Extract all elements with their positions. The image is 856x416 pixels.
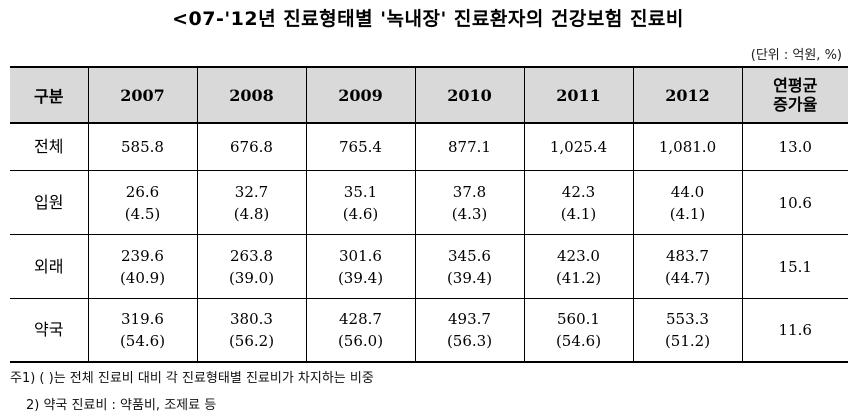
value: 263.8 xyxy=(230,246,273,265)
share: (41.2) xyxy=(555,268,602,287)
share: (40.9) xyxy=(119,268,166,287)
value: 423.0 xyxy=(557,246,600,265)
share: (44.7) xyxy=(664,268,711,287)
cell-value: 301.6 (39.4) xyxy=(305,234,415,299)
row-label: 전체 xyxy=(10,123,88,171)
share: (51.2) xyxy=(664,332,711,350)
cell-value: 380.3 (56.2) xyxy=(196,298,306,363)
value: 44.0 xyxy=(670,182,705,201)
value: 428.7 xyxy=(339,310,382,328)
table-row: 전체 585.8 676.8 765.4 877.1 1,025.4 1,081… xyxy=(10,123,848,171)
cell-value: 37.8 (4.3) xyxy=(414,170,524,235)
share: (54.6) xyxy=(119,332,166,350)
cell-value: 585.8 xyxy=(87,123,197,171)
header-year-2012: 2012 xyxy=(632,66,742,124)
share: (4.3) xyxy=(451,204,488,223)
cell-rate: 15.1 xyxy=(741,234,848,299)
cell-value: 239.6 (40.9) xyxy=(87,234,197,299)
value: 239.6 xyxy=(121,246,164,265)
cell-value: 319.6 (54.6) xyxy=(87,298,197,363)
cell-value: 1,081.0 xyxy=(632,123,742,171)
row-label: 약국 xyxy=(10,298,88,363)
value: 32.7 xyxy=(234,182,269,201)
share: (4.5) xyxy=(124,204,161,223)
value: 493.7 xyxy=(448,310,491,328)
cell-value: 32.7 (4.8) xyxy=(196,170,306,235)
value: 35.1 xyxy=(343,182,378,201)
value: 553.3 xyxy=(666,310,709,328)
header-category: 구분 xyxy=(10,66,88,124)
cell-value: 493.7 (56.3) xyxy=(414,298,524,363)
footnote-1: 주1) ( )는 전체 진료비 대비 각 진료형태별 진료비가 차지하는 비중 xyxy=(10,371,374,386)
cell-value: 483.7 (44.7) xyxy=(632,234,742,299)
cell-value: 44.0 (4.1) xyxy=(632,170,742,235)
row-label: 외래 xyxy=(10,234,88,299)
table-title: <07-'12년 진료형태별 '녹내장' 진료환자의 건강보험 진료비 xyxy=(172,8,684,30)
table-row: 외래 239.6 (40.9) 263.8 (39.0) 301.6 (39.4) 3… xyxy=(10,234,848,299)
cell-rate: 11.6 xyxy=(741,298,848,363)
cell-value: 676.8 xyxy=(196,123,306,171)
rate-header-line2: 증가율 xyxy=(773,95,818,114)
share: (39.0) xyxy=(228,268,275,287)
cell-value: 263.8 (39.0) xyxy=(196,234,306,299)
header-year-2008: 2008 xyxy=(196,66,306,124)
table-row: 약국 319.6 (54.6) 380.3 (56.2) 428.7 (56.0) 4… xyxy=(10,298,848,363)
value: 560.1 xyxy=(557,310,600,328)
rate-header-line1: 연평균 xyxy=(773,76,818,95)
share: (39.4) xyxy=(337,268,384,287)
cell-value: 423.0 (41.2) xyxy=(523,234,633,299)
share: (39.4) xyxy=(446,268,493,287)
cell-value: 553.3 (51.2) xyxy=(632,298,742,363)
share: (56.2) xyxy=(228,332,275,350)
value: 319.6 xyxy=(121,310,164,328)
header-row: 구분 2007 2008 2009 2010 2011 2012 연평균 증가율 xyxy=(10,66,848,124)
cell-rate: 10.6 xyxy=(741,170,848,235)
header-year-2011: 2011 xyxy=(523,66,633,124)
row-label: 입원 xyxy=(10,170,88,235)
cell-value: 765.4 xyxy=(305,123,415,171)
share: (4.8) xyxy=(233,204,270,223)
footnote-2: 2) 약국 진료비 : 약품비, 조제료 등 xyxy=(26,398,217,413)
cell-value: 560.1 (54.6) xyxy=(523,298,633,363)
cell-value: 428.7 (56.0) xyxy=(305,298,415,363)
table-row: 입원 26.6 (4.5) 32.7 (4.8) 35.1 (4.6) 37.8 (4.… xyxy=(10,170,848,235)
header-annual-growth-rate: 연평균 증가율 xyxy=(741,66,848,124)
share: (54.6) xyxy=(555,332,602,350)
cell-value: 42.3 (4.1) xyxy=(523,170,633,235)
cell-value: 26.6 (4.5) xyxy=(87,170,197,235)
cell-value: 35.1 (4.6) xyxy=(305,170,415,235)
value: 380.3 xyxy=(230,310,273,328)
unit-label: (단위 : 억원, %) xyxy=(750,48,842,63)
data-table: 구분 2007 2008 2009 2010 2011 2012 연평균 증가율… xyxy=(10,66,848,363)
value: 483.7 xyxy=(666,246,709,265)
value: 26.6 xyxy=(125,182,160,201)
value: 301.6 xyxy=(339,246,382,265)
header-year-2009: 2009 xyxy=(305,66,415,124)
value: 37.8 xyxy=(452,182,487,201)
header-year-2010: 2010 xyxy=(414,66,524,124)
cell-rate: 13.0 xyxy=(741,123,848,171)
share: (4.1) xyxy=(560,204,597,223)
cell-value: 345.6 (39.4) xyxy=(414,234,524,299)
share: (56.0) xyxy=(337,332,384,350)
cell-value: 1,025.4 xyxy=(523,123,633,171)
value: 42.3 xyxy=(561,182,596,201)
share: (56.3) xyxy=(446,332,493,350)
cell-value: 877.1 xyxy=(414,123,524,171)
share: (4.1) xyxy=(669,204,706,223)
share: (4.6) xyxy=(342,204,379,223)
header-year-2007: 2007 xyxy=(87,66,197,124)
value: 345.6 xyxy=(448,246,491,265)
